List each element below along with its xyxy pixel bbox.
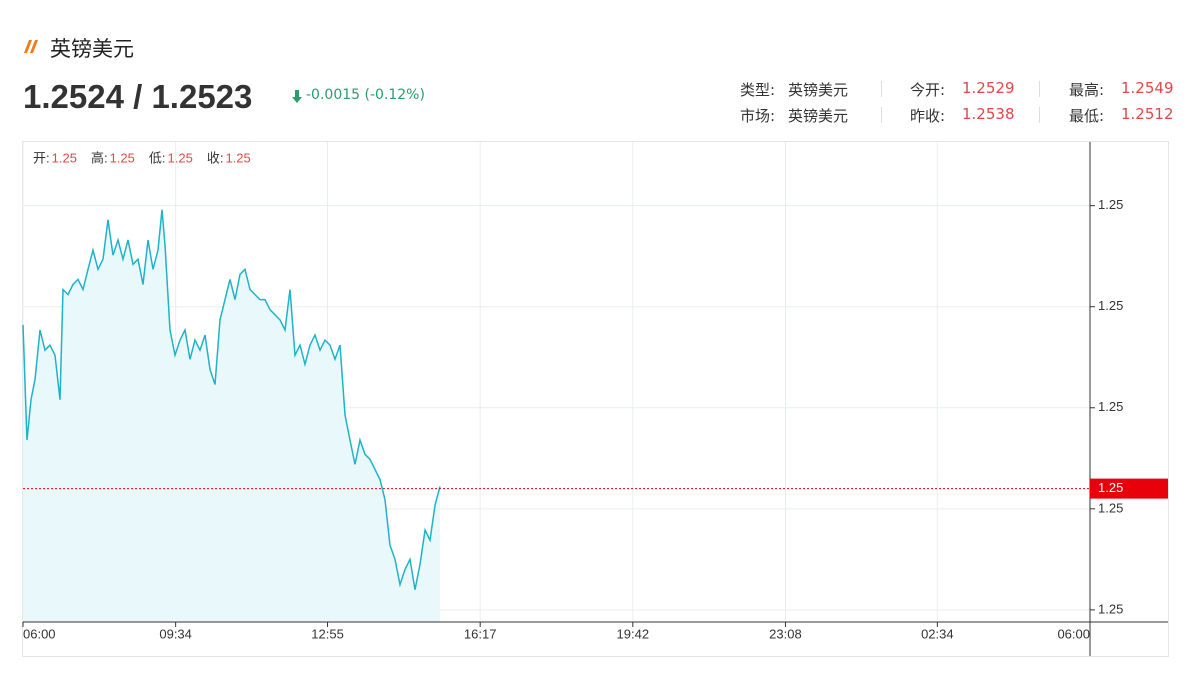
y-tick-label: 1.25 (1098, 500, 1123, 515)
x-tick-label: 19:42 (617, 626, 650, 641)
info-label: 昨收: (910, 107, 946, 125)
ohlc-label: 低: (149, 150, 166, 165)
y-tick-label: 1.25 (1098, 399, 1123, 414)
ohlc-label: 高: (91, 150, 108, 165)
x-tick-label: 12:55 (311, 626, 344, 641)
current-price-label: 1.25 (1098, 480, 1123, 495)
ohlc-value: 1.25 (225, 150, 250, 165)
info-label: 市场: (740, 107, 776, 125)
separator (881, 81, 882, 97)
ohlc-label: 收: (207, 150, 224, 165)
logo-icon (24, 40, 38, 53)
price: 1.2524 / 1.2523 (23, 78, 253, 115)
separator (881, 107, 882, 123)
ohlc-value: 1.25 (52, 150, 77, 165)
info-value: 1.2512 (1121, 105, 1174, 123)
ohlc-value: 1.25 (110, 150, 135, 165)
info-label: 今开: (910, 81, 946, 99)
current-price-tag (1090, 478, 1168, 499)
area-fill (23, 209, 441, 622)
down-arrow (292, 90, 302, 103)
x-tick-label: 06:00 (1057, 626, 1090, 641)
ohlc-legend: 开: 1.25 高: 1.25 低: 1.25 收: 1.25 (33, 150, 251, 165)
separator (1039, 107, 1040, 123)
info-value: 1.2538 (962, 105, 1015, 123)
info-label: 最高: (1069, 81, 1105, 99)
y-tick-label: 1.25 (1098, 601, 1123, 616)
ohlc-value: 1.25 (168, 150, 193, 165)
info-label: 最低: (1069, 107, 1105, 125)
x-tick-label: 16:17 (464, 626, 497, 641)
info-value: 英镑美元 (788, 107, 849, 125)
x-tick-label: 06:00 (23, 626, 56, 641)
title: 英镑美元 (50, 37, 134, 61)
x-tick-label: 09:34 (159, 626, 192, 641)
info-value: 英镑美元 (788, 81, 849, 99)
ohlc-label: 开: (33, 150, 50, 165)
info-value: 1.2529 (962, 79, 1015, 97)
y-tick-label: 1.25 (1098, 197, 1123, 212)
price-line (22, 209, 441, 590)
y-tick-label: 1.25 (1098, 298, 1123, 313)
info-label: 类型: (740, 81, 776, 99)
change: -0.0015 (-0.12%) (306, 87, 425, 103)
x-tick-label: 02:34 (921, 626, 954, 641)
info-value: 1.2549 (1121, 79, 1174, 97)
x-tick-label: 23:08 (769, 626, 802, 641)
separator (1039, 81, 1040, 97)
